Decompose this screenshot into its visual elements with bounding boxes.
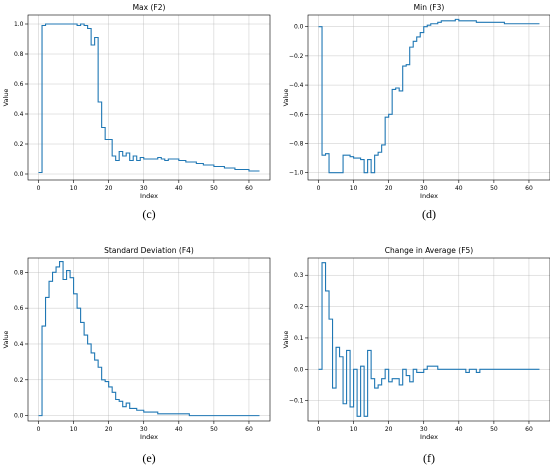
x-tick-label: 10: [70, 185, 78, 192]
y-tick-label: 0.2: [14, 377, 24, 384]
x-tick-label: 0: [317, 185, 321, 192]
x-tick-label: 60: [525, 185, 533, 192]
x-tick-label: 30: [420, 185, 428, 192]
x-tick-label: 30: [420, 426, 428, 433]
y-tick-label: 0.1: [294, 335, 304, 342]
series-line: [318, 18, 540, 174]
chart-title: Min (F3): [414, 3, 445, 12]
x-tick-label: 30: [140, 426, 148, 433]
y-tick-label: 0.2: [14, 141, 24, 148]
chart-title: Max (F2): [133, 3, 166, 12]
x-tick-label: 50: [210, 426, 218, 433]
y-tick-label: 0.8: [14, 269, 24, 276]
x-tick-label: 40: [455, 426, 463, 433]
x-tick-label: 20: [385, 426, 393, 433]
y-tick-label: 0.0: [14, 413, 24, 420]
y-tick-label: 0.3: [294, 272, 304, 279]
y-axis-label: Value: [282, 89, 290, 107]
x-tick-label: 30: [140, 185, 148, 192]
chart-title: Change in Average (F5): [385, 246, 474, 255]
series-line: [318, 262, 540, 417]
x-tick-label: 40: [175, 185, 183, 192]
x-tick-label: 10: [350, 185, 358, 192]
plot-frame: [307, 14, 550, 181]
y-tick-label: 0.0: [14, 171, 24, 178]
y-tick-label: 0.8: [14, 51, 24, 58]
panel-caption: (d): [422, 207, 436, 221]
plot-frame: [27, 257, 271, 422]
series-line: [38, 261, 260, 417]
y-tick-label: 0.4: [14, 341, 24, 348]
y-tick-label: −0.6: [289, 111, 304, 118]
y-tick-label: 0.0: [294, 366, 304, 373]
y-tick-label: −0.1: [289, 398, 304, 405]
y-tick-label: 1.0: [14, 21, 24, 28]
chart-title: Standard Deviation (F4): [104, 246, 194, 255]
x-tick-label: 10: [70, 426, 78, 433]
x-tick-label: 50: [210, 185, 218, 192]
panel-caption: (e): [142, 451, 155, 465]
x-tick-label: 60: [245, 185, 253, 192]
y-tick-label: 0.2: [294, 304, 304, 311]
x-tick-label: 0: [317, 426, 321, 433]
x-tick-label: 20: [105, 426, 113, 433]
y-tick-label: 0.4: [14, 111, 24, 118]
y-tick-label: 0.6: [14, 81, 24, 88]
x-tick-label: 40: [175, 426, 183, 433]
y-tick-label: −0.4: [289, 82, 304, 89]
plot-frame: [307, 257, 550, 422]
x-axis-label: Index: [140, 433, 158, 441]
x-axis-label: Index: [140, 192, 158, 200]
x-tick-label: 0: [37, 426, 41, 433]
chart-panel: 0 10 20 30 40 50 60 0.0 0.2 0.4 0.6 0.8 1.0 Max (F2) I…: [2, 3, 271, 221]
x-tick-label: 50: [490, 185, 498, 192]
chart-panel: 0 10 20 30 40 50 60 −0.1 0.0 0.1 0.2 0.3 Change in A…: [282, 246, 550, 465]
y-axis-label: Value: [282, 331, 290, 349]
x-tick-label: 20: [385, 185, 393, 192]
y-axis-label: Value: [2, 331, 10, 349]
plot-frame: [27, 14, 271, 181]
x-axis-label: Index: [420, 433, 438, 441]
x-tick-label: 60: [245, 426, 253, 433]
chart-panel: 0 10 20 30 40 50 60 0.0 0.2 0.4 0.6 0.8 Standard Dev…: [2, 246, 271, 465]
chart-panel: 0 10 20 30 40 50 60 −1.0 −0.8 −0.6 −0.4 −0.2 0.0 Min …: [282, 3, 550, 221]
y-tick-label: 0.6: [14, 305, 24, 312]
y-tick-label: 0.0: [294, 24, 304, 31]
x-tick-label: 10: [350, 426, 358, 433]
y-tick-label: −0.2: [289, 53, 304, 60]
x-axis-label: Index: [420, 192, 438, 200]
x-tick-label: 20: [105, 185, 113, 192]
panel-caption: (c): [142, 207, 155, 221]
x-tick-label: 0: [37, 185, 41, 192]
series-line: [38, 23, 260, 174]
panel-caption: (f): [423, 451, 435, 465]
x-tick-label: 60: [525, 426, 533, 433]
x-tick-label: 40: [455, 185, 463, 192]
y-tick-label: −0.8: [289, 140, 304, 147]
x-tick-label: 50: [490, 426, 498, 433]
y-tick-label: −1.0: [289, 170, 304, 177]
y-axis-label: Value: [2, 89, 10, 107]
